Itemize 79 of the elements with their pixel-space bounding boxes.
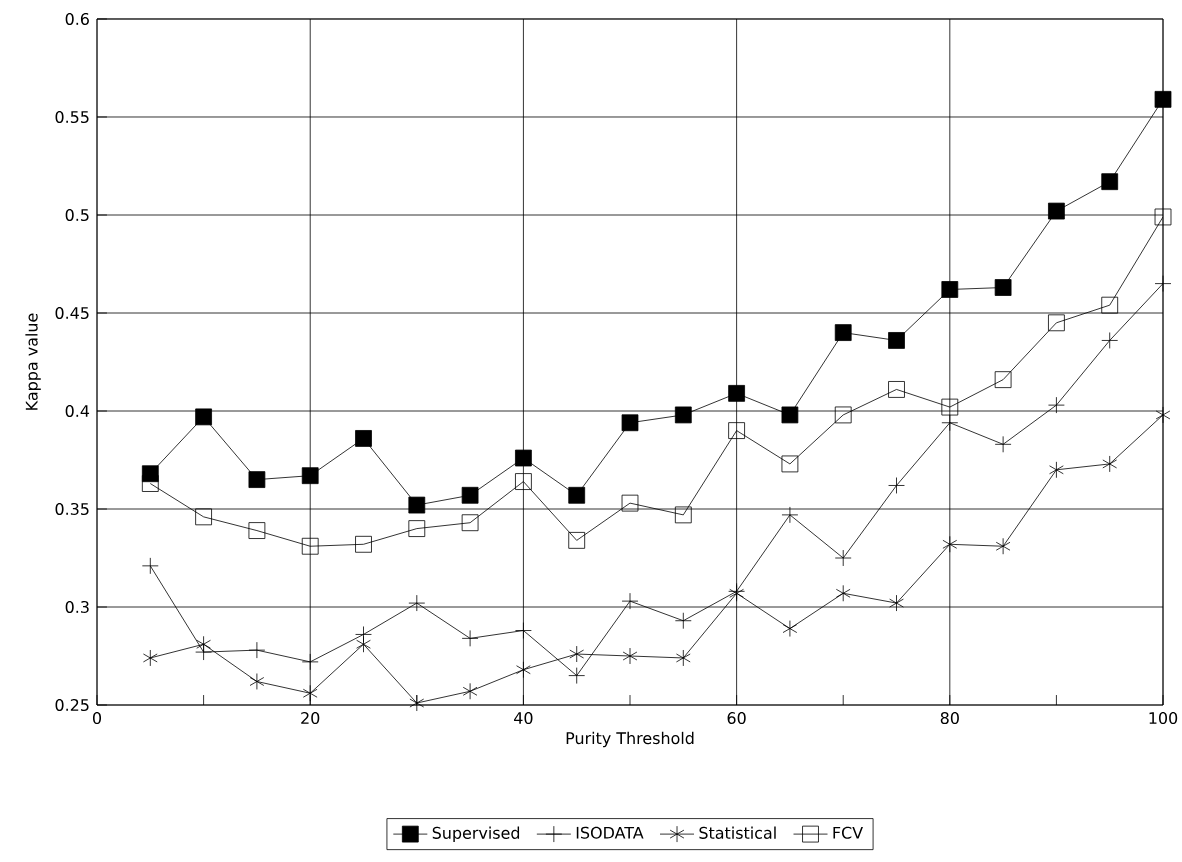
point — [249, 673, 265, 690]
y-tick-label: 0.25 — [55, 698, 89, 712]
y-tick-label: 0.35 — [55, 502, 89, 516]
x-tick-label: 80 — [940, 712, 959, 725]
point — [409, 694, 425, 712]
point — [461, 486, 479, 504]
legend-label: Statistical — [699, 826, 776, 839]
point — [995, 537, 1011, 555]
point — [1101, 296, 1119, 314]
point — [301, 537, 319, 555]
point — [889, 594, 904, 612]
point — [942, 535, 958, 553]
point — [141, 475, 159, 492]
point — [408, 520, 426, 537]
point — [621, 414, 639, 432]
point — [941, 398, 959, 416]
point — [728, 422, 745, 439]
point — [248, 522, 266, 539]
point — [728, 384, 745, 402]
legend-label: ISODATA — [576, 826, 644, 839]
point — [1101, 173, 1119, 191]
point — [195, 408, 212, 426]
point — [781, 406, 799, 424]
point — [888, 332, 905, 349]
point — [1049, 461, 1064, 479]
point — [568, 531, 586, 549]
point — [355, 535, 372, 553]
y-axis-title: Kappa value — [25, 313, 41, 410]
point — [674, 506, 692, 524]
point — [622, 647, 638, 665]
x-tick-label: 60 — [727, 712, 746, 725]
point — [516, 661, 531, 679]
legend-label: Supervised — [432, 826, 520, 842]
x-tick-label: 20 — [301, 712, 320, 725]
point — [941, 281, 959, 298]
point — [248, 471, 266, 488]
x-axis-title: Purity Threshold — [566, 731, 694, 748]
point — [408, 496, 426, 514]
point — [674, 406, 692, 424]
point — [1154, 208, 1172, 226]
y-tick-label: 0.6 — [65, 12, 89, 26]
point — [141, 465, 159, 483]
point — [1155, 406, 1171, 424]
point — [1048, 202, 1065, 220]
y-tick-label: 0.5 — [65, 208, 89, 222]
point — [781, 455, 799, 473]
point — [676, 649, 691, 667]
point — [462, 682, 478, 700]
x-tick-label: 0 — [92, 712, 102, 725]
y-tick-label: 0.4 — [65, 404, 90, 418]
point — [356, 635, 371, 653]
point — [568, 486, 586, 504]
point — [994, 279, 1012, 296]
y-tick-label: 0.45 — [55, 306, 89, 320]
point — [569, 645, 585, 663]
x-tick-label: 100 — [1149, 712, 1178, 725]
x-tick-label: 40 — [514, 712, 533, 725]
point — [888, 381, 905, 398]
point — [195, 508, 212, 526]
point — [834, 406, 852, 424]
point — [994, 371, 1012, 389]
point — [1102, 455, 1118, 473]
y-tick-label: 0.3 — [65, 600, 89, 614]
y-tick-label: 0.55 — [55, 110, 89, 124]
point — [196, 635, 211, 653]
point — [301, 467, 319, 485]
point — [461, 514, 479, 532]
point — [1048, 314, 1065, 332]
point — [835, 584, 851, 602]
point — [621, 494, 639, 512]
point — [782, 620, 798, 637]
point — [355, 430, 372, 447]
point — [515, 449, 532, 467]
point — [302, 684, 318, 702]
legend-label: FCV — [833, 826, 863, 839]
point — [143, 649, 158, 667]
point — [515, 473, 532, 490]
point — [1154, 90, 1172, 108]
point — [834, 324, 852, 341]
